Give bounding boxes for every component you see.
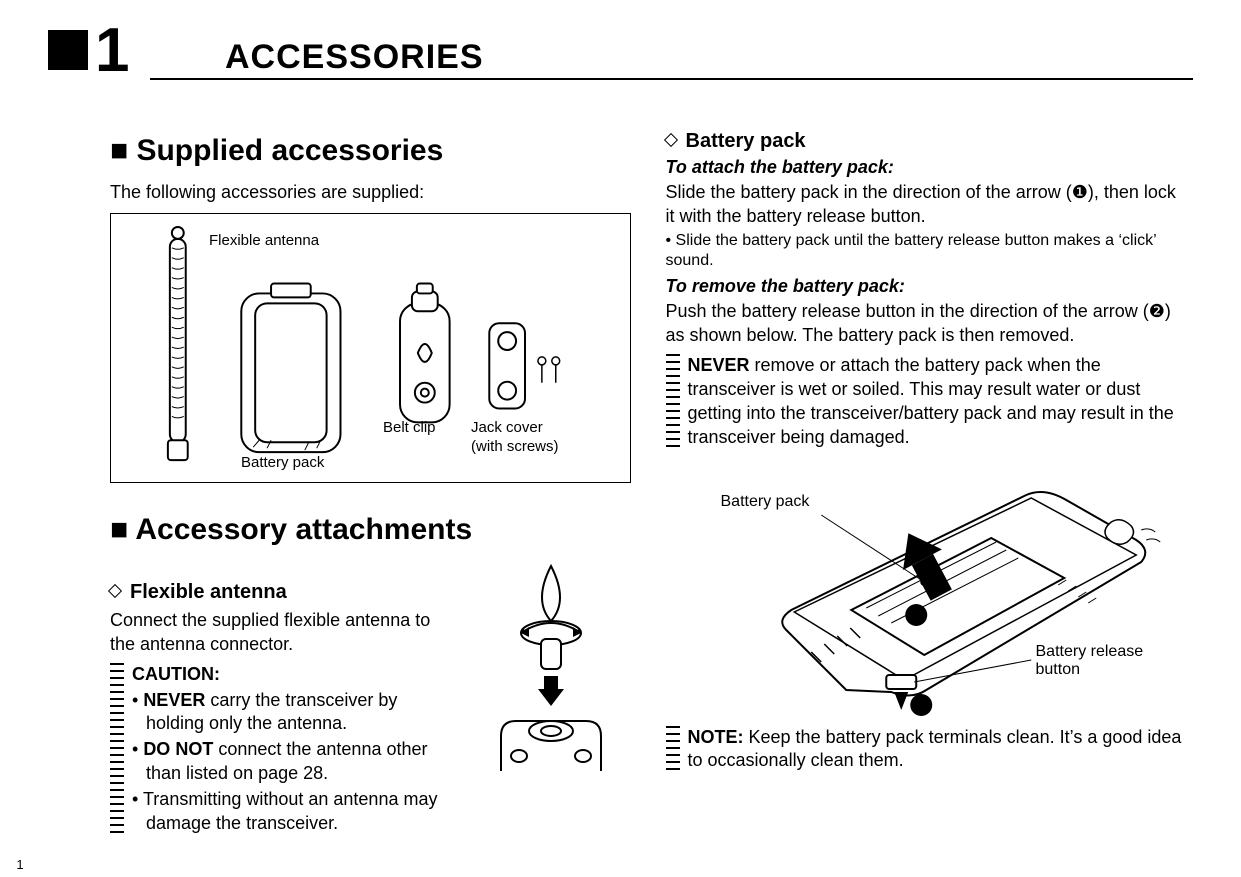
diamond-icon — [108, 584, 122, 598]
svg-text:2: 2 — [917, 697, 925, 713]
never-warning-block: NEVER remove or attach the battery pack … — [666, 354, 1187, 450]
never-prefix: NEVER — [688, 355, 750, 375]
page-number: 1 — [0, 857, 40, 872]
fig-label-beltclip: Belt clip — [383, 419, 436, 436]
fig-label-release-button-l2: button — [1036, 660, 1080, 680]
caution-list: • NEVER carry the transceiver by holding… — [132, 689, 459, 837]
attach-note: • Slide the battery pack until the batte… — [666, 231, 1187, 273]
battery-pack-heading-text: Battery pack — [686, 130, 806, 152]
battery-pack-heading: Battery pack — [666, 130, 1187, 153]
supplied-accessories-svg — [121, 224, 620, 472]
caution-item-3-rest: Transmitting without an antenna may dama… — [143, 789, 438, 833]
remove-body: Push the battery release button in the d… — [666, 299, 1187, 348]
flexible-antenna-heading-text: Flexible antenna — [130, 581, 287, 603]
caution-item-3: • Transmitting without an antenna may da… — [132, 788, 459, 836]
caution-block: CAUTION: • NEVER carry the transceiver b… — [110, 663, 459, 839]
flexible-antenna-figure — [471, 561, 631, 776]
note-prefix: NOTE: — [688, 727, 744, 747]
flexible-antenna-text: Flexible antenna Connect the supplied fl… — [110, 561, 459, 838]
accessory-attachments-heading: ■ Accessory attachments — [110, 513, 631, 547]
chapter-number: 1 — [95, 20, 129, 82]
attach-body: Slide the battery pack in the direction … — [666, 180, 1187, 229]
caution-item-1-prefix: NEVER — [143, 690, 205, 710]
fig-label-battery-pack: Battery pack — [721, 492, 810, 512]
caution-item-1: • NEVER carry the transceiver by holding… — [132, 689, 459, 737]
fig-label-release-button-l1: Battery release — [1036, 642, 1144, 662]
page: 1 ACCESSORIES ■ Supplied accessories The… — [0, 0, 1241, 877]
header-rule — [150, 78, 1193, 80]
fig-label-jackcover: Jack cover — [471, 419, 543, 436]
hatch-icon — [666, 726, 680, 774]
fig-label-battery: Battery pack — [241, 454, 324, 471]
battery-pack-figure: 1 2 — [666, 460, 1187, 720]
svg-text:1: 1 — [912, 607, 920, 623]
supplied-accessories-heading: ■ Supplied accessories — [110, 134, 631, 168]
content: ■ Supplied accessories The following acc… — [110, 130, 1186, 852]
attach-title: To attach the battery pack: — [666, 157, 1187, 178]
chapter-title: ACCESSORIES — [225, 38, 484, 77]
caution-text: CAUTION: • NEVER carry the transceiver b… — [132, 663, 459, 839]
note-block: NOTE: Keep the battery pack terminals cl… — [666, 726, 1187, 774]
supplied-accessories-intro: The following accessories are supplied: — [110, 182, 631, 203]
left-column: ■ Supplied accessories The following acc… — [110, 130, 631, 852]
never-warning-text: NEVER remove or attach the battery pack … — [688, 354, 1187, 450]
hatch-icon — [666, 354, 680, 450]
caution-label: CAUTION: — [132, 664, 220, 684]
right-column: Battery pack To attach the battery pack:… — [666, 130, 1187, 852]
flexible-antenna-svg — [471, 561, 631, 771]
note-rest: Keep the battery pack terminals clean. I… — [688, 727, 1182, 771]
note-text: NOTE: Keep the battery pack terminals cl… — [688, 726, 1187, 774]
hatch-icon — [110, 663, 124, 839]
chapter-marker — [48, 30, 88, 70]
flexible-antenna-row: Flexible antenna Connect the supplied fl… — [110, 561, 631, 838]
caution-item-2-prefix: DO NOT — [143, 739, 213, 759]
supplied-accessories-figure-box: Flexible antenna Battery pack Belt clip … — [110, 213, 631, 483]
diamond-icon — [663, 133, 677, 147]
flexible-antenna-heading: Flexible antenna — [110, 581, 459, 604]
remove-title: To remove the battery pack: — [666, 276, 1187, 297]
never-warning-rest: remove or attach the battery pack when t… — [688, 355, 1174, 447]
caution-item-2: • DO NOT connect the antenna other than … — [132, 738, 459, 786]
flexible-antenna-body: Connect the supplied flexible antenna to… — [110, 608, 459, 657]
fig-label-antenna: Flexible antenna — [209, 232, 319, 249]
fig-label-jackcover2: (with screws) — [471, 438, 559, 455]
